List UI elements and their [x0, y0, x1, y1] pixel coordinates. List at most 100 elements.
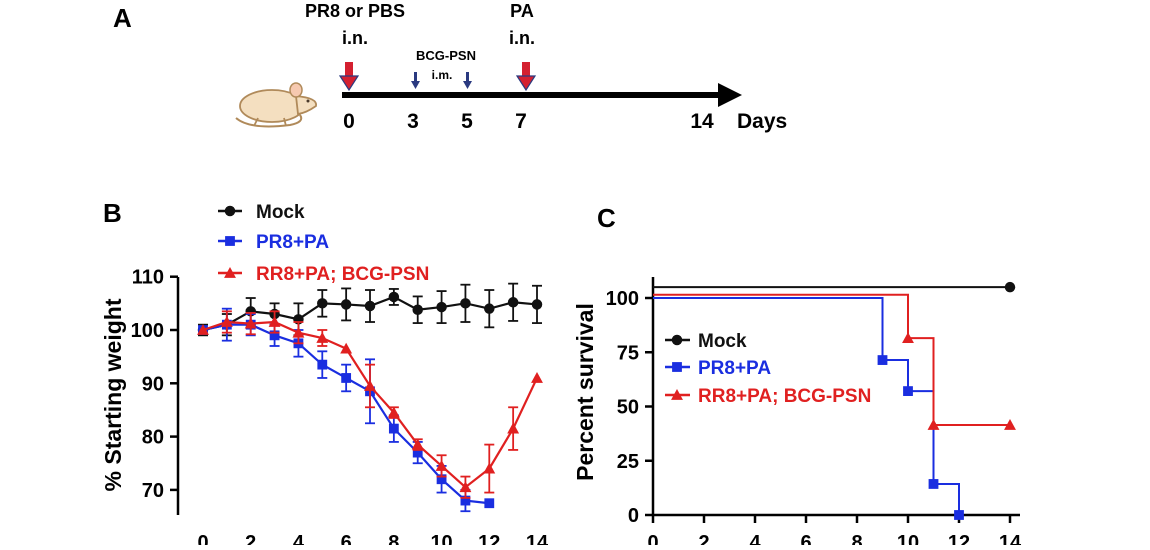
- weight-data-point: [388, 291, 400, 303]
- survival-data-point: [902, 332, 914, 344]
- survival-y-axis-label: Percent survival: [572, 303, 598, 481]
- weight-data-point: [412, 447, 423, 458]
- weight-x-tick-label: 10: [430, 532, 452, 545]
- weight-data-point: [531, 299, 543, 310]
- weight-data-point: [387, 406, 400, 418]
- challenge-arrow-icon: [515, 62, 537, 92]
- weight-data-point: [340, 299, 352, 310]
- survival-y-tick-label: 0: [628, 505, 639, 527]
- survival-legend-marker: [671, 389, 683, 400]
- weight-legend-label: PR8+PA: [256, 232, 329, 253]
- weight-data-point: [317, 298, 328, 309]
- weight-data-point: [412, 304, 423, 315]
- weight-data-point: [507, 297, 519, 308]
- survival-x-tick-label: 2: [698, 532, 709, 545]
- weight-data-point: [460, 298, 471, 309]
- weight-data-point: [436, 301, 447, 313]
- survival-legend-marker: [672, 362, 682, 372]
- weight-x-tick-label: 6: [341, 532, 352, 545]
- survival-data-point: [928, 479, 939, 489]
- survival-y-tick-label: 75: [617, 342, 639, 364]
- survival-x-tick-label: 10: [897, 532, 919, 545]
- survival-x-tick-label: 14: [999, 532, 1022, 545]
- vaccine-arrow-icon-day3: [411, 72, 420, 89]
- timeline-tick-14: 14: [690, 110, 714, 133]
- timeline-tick-7: 7: [515, 110, 527, 133]
- weight-legend-label: Mock: [256, 202, 305, 223]
- survival-legend-label: RR8+PA; BCG-PSN: [698, 386, 871, 407]
- weight-data-point: [316, 332, 329, 343]
- weight-x-tick-label: 2: [245, 532, 256, 545]
- challenge-label: PA: [510, 1, 534, 21]
- timeline-tick-3: 3: [407, 110, 419, 133]
- weight-x-tick-label: 4: [293, 532, 305, 545]
- weight-data-point: [460, 495, 471, 506]
- survival-x-tick-label: 8: [851, 532, 862, 545]
- weight-data-point: [317, 359, 328, 370]
- weight-data-point: [244, 317, 257, 329]
- panel-c-label: C: [597, 203, 616, 233]
- weight-y-tick-label: 100: [131, 320, 164, 342]
- timeline-tick-5: 5: [461, 110, 473, 133]
- survival-x-tick-label: 6: [800, 532, 811, 545]
- survival-legend-label: PR8+PA: [698, 358, 771, 379]
- weight-data-point: [220, 316, 233, 327]
- survival-x-tick-label: 4: [749, 532, 761, 545]
- survival-data-point: [877, 355, 888, 365]
- weight-data-point: [531, 372, 543, 383]
- survival-data-point: [1004, 418, 1016, 430]
- infection-label: PR8 or PBS: [305, 1, 405, 21]
- weight-x-tick-label: 14: [526, 532, 549, 545]
- vaccine-arrow-icon-day5: [463, 72, 472, 89]
- survival-data-point: [903, 386, 913, 396]
- timeline-arrowhead: [718, 83, 742, 107]
- survival-x-tick-label: 12: [948, 532, 970, 545]
- weight-data-point: [435, 459, 448, 471]
- weight-legend-marker: [224, 205, 236, 217]
- weight-y-tick-label: 70: [142, 480, 164, 502]
- weight-y-tick-label: 80: [142, 427, 164, 449]
- weight-x-tick-label: 8: [388, 532, 399, 545]
- weight-data-point: [436, 474, 447, 485]
- timeline-tick-0: 0: [343, 110, 355, 133]
- survival-x-tick-label: 0: [647, 532, 658, 545]
- weight-data-point: [484, 498, 495, 509]
- weight-data-point: [459, 481, 472, 493]
- panel-a-label: A: [113, 3, 132, 33]
- weight-y-tick-label: 110: [132, 267, 164, 289]
- survival-data-point: [954, 510, 964, 520]
- vaccine-route-label: i.m.: [432, 68, 453, 82]
- weight-legend-label: RR8+PA; BCG-PSN: [256, 264, 429, 285]
- mouse-icon: [235, 82, 318, 128]
- weight-x-tick-label: 0: [197, 532, 208, 545]
- weight-data-point: [268, 316, 281, 327]
- weight-data-point: [388, 423, 399, 434]
- infection-arrow-icon: [338, 62, 360, 92]
- weight-data-point: [364, 380, 376, 391]
- weight-legend-marker: [224, 267, 236, 278]
- survival-data-point: [1004, 281, 1016, 293]
- weight-legend-marker: [225, 236, 235, 246]
- weight-data-point: [483, 462, 496, 474]
- survival-y-tick-label: 25: [617, 451, 639, 473]
- weight-data-point: [341, 373, 352, 383]
- weight-data-point: [411, 438, 424, 450]
- challenge-route-label: i.n.: [509, 28, 535, 48]
- survival-chart: 0 25 50 75 100 0 2 4 6 8 10 12 14 Percent survival Moc…: [572, 277, 1022, 550]
- weight-data-point: [340, 342, 353, 354]
- survival-legend-label: Mock: [698, 331, 747, 352]
- weight-y-axis-label: % Starting weight: [100, 298, 126, 491]
- weight-data-point: [269, 330, 280, 341]
- weight-data-point: [364, 300, 376, 312]
- weight-x-tick-label: 12: [478, 532, 500, 545]
- infection-route-label: i.n.: [342, 28, 368, 48]
- survival-series-line: [653, 293, 1010, 426]
- timeline-unit: Days: [737, 110, 787, 133]
- weight-data-point: [197, 324, 209, 335]
- survival-y-tick-label: 100: [606, 288, 639, 310]
- vaccine-label: BCG-PSN: [416, 48, 476, 63]
- weight-y-tick-label: 90: [142, 373, 164, 395]
- weight-data-point: [292, 326, 305, 338]
